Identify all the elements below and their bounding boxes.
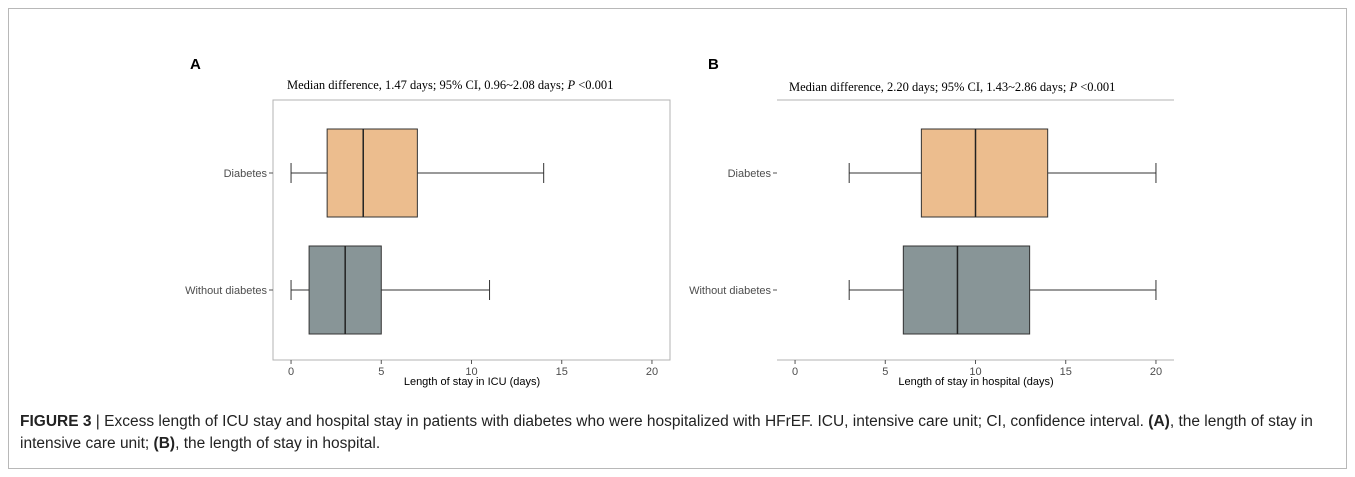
iqr-box: [902, 245, 1031, 335]
iqr-box: [920, 128, 1049, 218]
caption-text-2: , the length of stay in intensive care u…: [20, 413, 1313, 452]
caption-separator: |: [91, 413, 105, 430]
x-tick-label: 10: [969, 366, 981, 378]
subtitle-p-symbol: P: [1068, 80, 1077, 94]
y-tick-label: Without diabetes: [689, 285, 771, 297]
plot-marks: 0 5 10 15 20 Diabetes Without diabetes: [689, 128, 1162, 378]
figure-label: FIGURE 3: [20, 413, 92, 430]
x-tick-label: 15: [1060, 366, 1072, 378]
subtitle-p-symbol: P: [566, 78, 575, 92]
panel-label: B: [708, 56, 719, 73]
figure-caption: FIGURE 3 | Excess length of ICU stay and…: [20, 411, 1340, 455]
x-tick-label: 0: [288, 366, 294, 378]
panel-subtitle: Median difference, 2.20 days; 95% CI, 1.…: [789, 80, 1115, 94]
y-tick-label: Without diabetes: [185, 285, 267, 297]
x-tick-label: 15: [556, 366, 568, 378]
caption-label-a: (A): [1148, 413, 1170, 430]
iqr-box: [326, 128, 418, 218]
subtitle-p-value: <0.001: [1077, 80, 1115, 94]
panel-subtitle: Median difference, 1.47 days; 95% CI, 0.…: [287, 78, 613, 92]
y-tick-label: Diabetes: [728, 168, 772, 180]
x-tick-label: 10: [465, 366, 477, 378]
x-tick-label: 20: [1150, 366, 1162, 378]
x-tick-label: 0: [792, 366, 798, 378]
x-tick-label: 20: [646, 366, 658, 378]
x-axis-title: Length of stay in hospital (days): [898, 376, 1053, 388]
plot-marks: 0 5 10 15 20 Diabetes Without diabetes: [185, 128, 658, 378]
x-tick-label: 5: [378, 366, 384, 378]
caption-text-1: Excess length of ICU stay and hospital s…: [104, 413, 1149, 430]
subtitle-main: Median difference, 1.47 days; 95% CI, 0.…: [287, 78, 567, 92]
x-axis-title: Length of stay in ICU (days): [404, 376, 540, 388]
subtitle-p-value: <0.001: [575, 78, 613, 92]
y-tick-label: Diabetes: [224, 168, 268, 180]
caption-label-b: (B): [153, 435, 176, 452]
figure-charts: A Median difference, 1.47 days; 95% CI, …: [185, 56, 1174, 388]
figure-frame: [8, 8, 1347, 469]
x-tick-label: 5: [882, 366, 888, 378]
panel-label: A: [190, 56, 201, 73]
subtitle-main: Median difference, 2.20 days; 95% CI, 1.…: [789, 80, 1069, 94]
caption-text-3: , the length of stay in hospital.: [175, 435, 381, 452]
panel-a: A Median difference, 1.47 days; 95% CI, …: [185, 56, 671, 388]
panel-b: B Median difference, 2.20 days; 95% CI, …: [689, 56, 1174, 388]
